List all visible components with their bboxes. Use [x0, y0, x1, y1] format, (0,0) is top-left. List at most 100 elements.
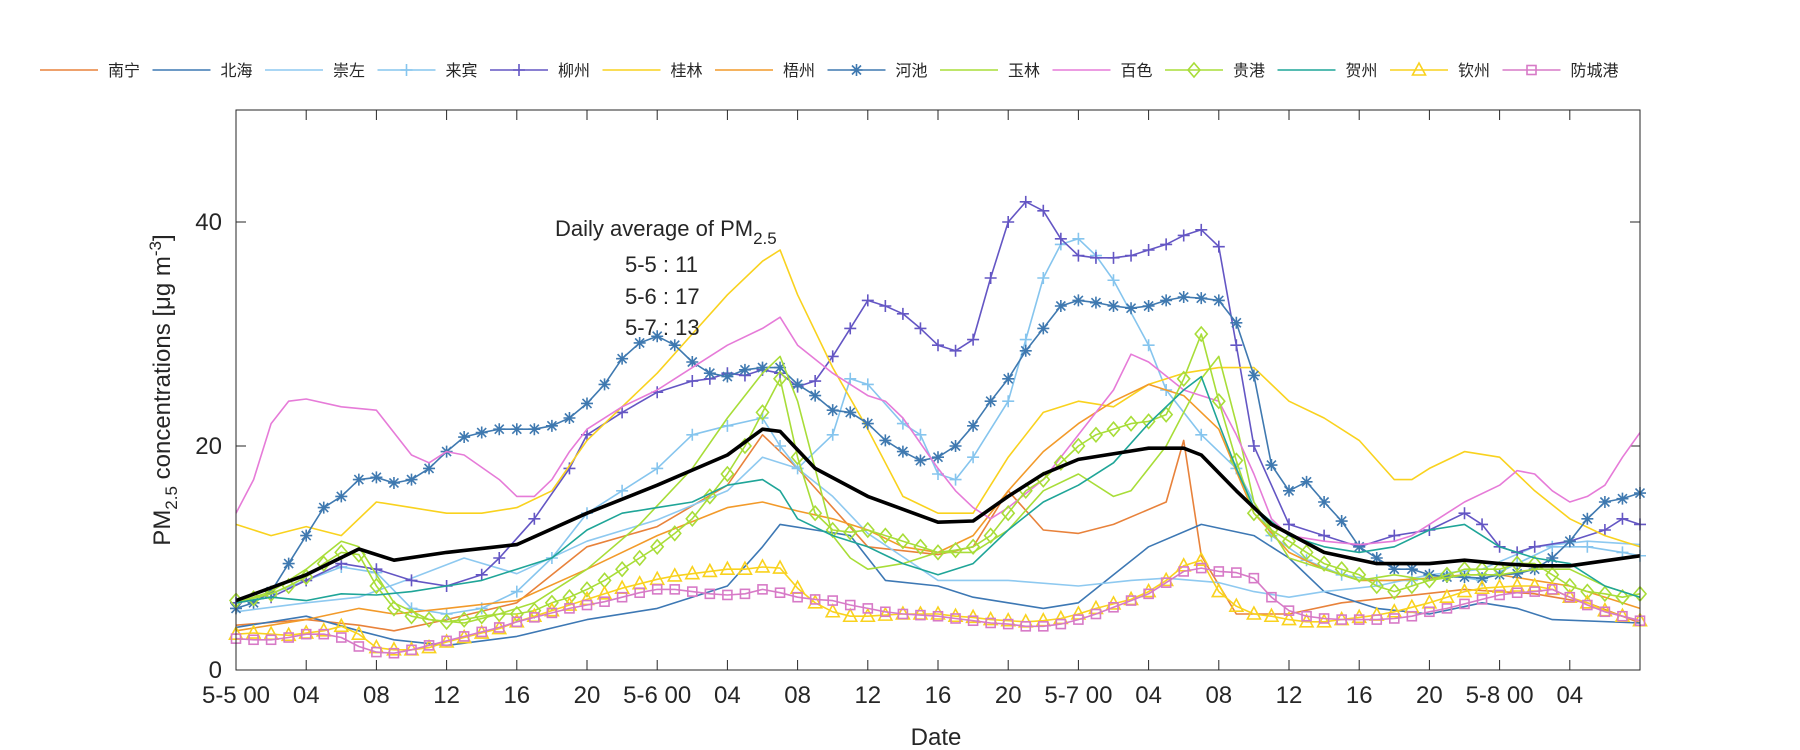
series-marker: [1474, 579, 1490, 595]
series-marker: [457, 611, 472, 628]
series-marker: [877, 606, 894, 621]
series-marker: [967, 451, 980, 464]
series-marker: [388, 647, 400, 659]
series-line: [235, 559, 1641, 651]
series-marker: [704, 588, 716, 600]
series-marker: [1072, 232, 1085, 245]
series-marker: [1476, 572, 1489, 585]
series-marker: [1055, 618, 1067, 630]
series-marker: [1456, 582, 1473, 598]
series-marker: [1371, 614, 1383, 625]
x-tick-label: 12: [854, 682, 881, 709]
series-marker: [667, 525, 682, 542]
legend-label: 南宁: [108, 62, 140, 80]
legend-item: 柳州: [490, 62, 590, 80]
series-marker: [1405, 574, 1418, 587]
series-marker: [1494, 589, 1505, 601]
series-marker: [1615, 588, 1630, 606]
series-9: [235, 316, 1641, 546]
series-marker: [1387, 583, 1402, 600]
annotation-line-2: 5-6 : 17: [625, 284, 700, 309]
series-marker: [1300, 475, 1313, 488]
series-marker: [826, 404, 839, 417]
series-marker: [1125, 595, 1137, 606]
series-marker: [1230, 339, 1243, 352]
series-marker: [984, 272, 997, 284]
series-line: [235, 567, 1641, 654]
series-marker: [930, 605, 946, 620]
series-marker: [930, 544, 946, 561]
legend-item: 来宾: [377, 62, 478, 80]
series-marker: [1228, 597, 1245, 612]
series-marker: [579, 581, 595, 598]
series-marker: [897, 608, 909, 620]
series-marker: [318, 628, 330, 640]
x-tick-label: 5-6 00: [623, 682, 691, 709]
legend-item: 北海: [152, 62, 253, 80]
legend: 南宁 北海 崇左 来宾 柳州 桂林 梧州 河池 玉林 百色 贵港 贺州 钦州 防城港: [40, 61, 1619, 80]
x-tick-label: 08: [363, 682, 390, 709]
series-marker: [668, 339, 681, 352]
series-marker: [1159, 406, 1174, 423]
series-marker: [1194, 325, 1209, 343]
series-marker: [1265, 459, 1278, 472]
series-marker: [844, 599, 856, 611]
series-marker: [1038, 621, 1049, 632]
series-marker: [809, 594, 821, 605]
series-marker: [721, 370, 734, 383]
series-marker: [719, 560, 736, 575]
series-marker: [686, 375, 699, 388]
annotation-title: Daily average of PM2.5: [555, 216, 777, 248]
series-marker: [1283, 484, 1295, 497]
series-marker: [650, 538, 665, 556]
series-marker: [967, 615, 979, 627]
series-marker: [1178, 566, 1189, 577]
series-marker: [317, 501, 330, 514]
series-marker: [1160, 577, 1172, 588]
series-marker: [1405, 563, 1418, 576]
legend-marker: [513, 64, 525, 76]
series-marker: [280, 626, 297, 642]
series-marker: [651, 462, 664, 475]
series-marker: [1439, 566, 1455, 584]
series-marker: [1301, 610, 1312, 622]
series-marker: [1193, 551, 1210, 567]
series-marker: [1142, 300, 1155, 312]
series-marker: [878, 527, 893, 544]
series-marker: [932, 451, 944, 464]
series-marker: [546, 607, 558, 619]
series-marker: [1459, 598, 1470, 610]
y-axis-label: PM2.5 concentrations [μg m-3]: [146, 234, 181, 545]
series-marker: [616, 406, 629, 419]
series-marker: [1019, 333, 1032, 346]
series-marker: [510, 423, 523, 436]
series-marker: [914, 454, 927, 467]
series-marker: [1335, 515, 1348, 528]
series-marker: [1563, 535, 1576, 548]
series-marker: [1581, 540, 1594, 553]
series-marker: [474, 608, 489, 625]
series-marker: [1248, 572, 1260, 584]
series-marker: [1617, 610, 1628, 622]
y-label-exp: -3: [146, 241, 165, 256]
series-marker: [616, 591, 628, 603]
series-marker: [914, 322, 927, 335]
legend-label: 钦州: [1458, 62, 1490, 80]
series-marker: [774, 440, 787, 452]
legend-label: 玉林: [1008, 62, 1040, 80]
series-marker: [684, 565, 701, 580]
series-marker: [247, 596, 260, 609]
series-marker: [1088, 426, 1104, 444]
series-marker: [563, 412, 576, 424]
series-marker: [948, 541, 963, 559]
series-marker: [686, 428, 699, 441]
series-marker: [861, 294, 874, 307]
series-marker: [493, 423, 506, 436]
series-marker: [1020, 621, 1032, 632]
series-marker: [686, 356, 699, 368]
series-marker: [861, 378, 874, 391]
series-line: [235, 316, 1641, 546]
series-marker: [369, 577, 384, 595]
series-marker: [1370, 552, 1383, 564]
